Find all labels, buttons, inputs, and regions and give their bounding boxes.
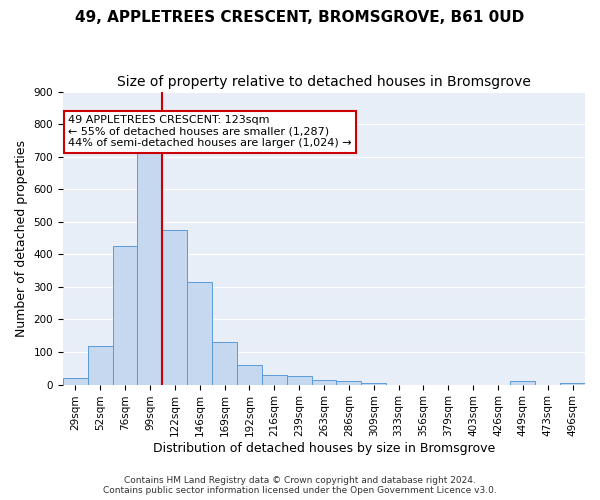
Bar (137, 147, 163, 384)
Title: Size of property relative to detached houses in Bromsgrove: Size of property relative to detached ho… (117, 75, 531, 89)
Text: 49 APPLETREES CRESCENT: 123sqm
← 55% of detached houses are smaller (1,287)
44% : 49 APPLETREES CRESCENT: 123sqm ← 55% of … (68, 115, 352, 148)
Y-axis label: Number of detached properties: Number of detached properties (15, 140, 28, 336)
Text: Contains HM Land Registry data © Crown copyright and database right 2024.
Contai: Contains HM Land Registry data © Crown c… (103, 476, 497, 495)
Bar (88, 346, 113, 385)
Bar (187, 282, 212, 384)
Bar (237, 365, 262, 384)
Bar (63, 378, 88, 384)
Bar (511, 382, 535, 384)
Bar (337, 382, 361, 384)
Bar (311, 380, 337, 384)
Bar (560, 383, 585, 384)
X-axis label: Distribution of detached houses by size in Bromsgrove: Distribution of detached houses by size … (153, 442, 495, 455)
Text: 49, APPLETREES CRESCENT, BROMSGROVE, B61 0UD: 49, APPLETREES CRESCENT, BROMSGROVE, B61… (76, 10, 524, 25)
Bar (113, 246, 137, 384)
Bar (212, 342, 237, 384)
Bar (262, 375, 287, 384)
Bar (287, 376, 311, 384)
Bar (361, 383, 386, 384)
Bar (163, 230, 187, 384)
